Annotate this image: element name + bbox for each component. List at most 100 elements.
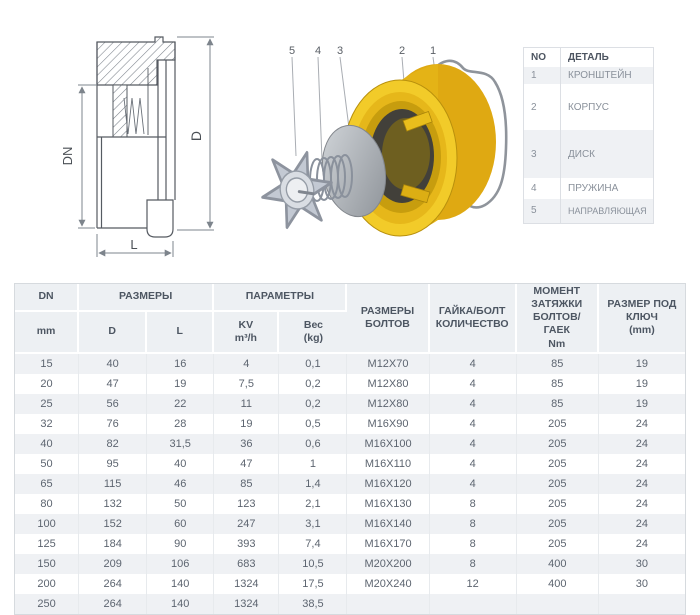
table-cell: 1324	[214, 593, 280, 614]
table-cell: ПРУЖИНА	[568, 183, 619, 194]
table-cell: 400	[517, 573, 599, 594]
table-cell: 65	[15, 473, 80, 494]
table-cell: 205	[517, 433, 599, 454]
table-row: 150 209 106 683 10,5 M20X200 8 400 30	[15, 553, 685, 574]
table-cell: 0,6	[279, 433, 348, 454]
table-row: 80 132 50 123 2,1 M16X130 8 205 24	[15, 493, 685, 514]
table-cell: 12	[430, 573, 517, 594]
table-cell: 205	[517, 533, 599, 554]
table-cell: 205	[517, 413, 599, 434]
parts-table: NO ДЕТАЛЬ 1 КРОНШТЕЙН 2 КОРПУС 3 ДИСК 4 ПРУЖИНА…	[523, 47, 654, 224]
table-cell: M16X100	[347, 433, 430, 454]
table-cell: 205	[517, 473, 599, 494]
spec-header-row-sub: mm D L KV m³/h Вес (kg)	[15, 312, 685, 354]
table-cell: 85	[214, 473, 280, 494]
table-cell	[430, 593, 517, 614]
table-cell: 0,5	[279, 413, 348, 434]
table-cell: M12X80	[347, 373, 430, 394]
table-cell: 50	[147, 493, 215, 514]
table-cell: 19	[147, 373, 215, 394]
table-cell: 95	[79, 453, 148, 474]
table-cell: M20X200	[347, 553, 430, 574]
table-row: 4 ПРУЖИНА	[523, 178, 654, 199]
table-row: 32 76 28 19 0,5 M16X90 4 205 24	[15, 413, 685, 434]
table-row: 40 82 31,5 36 0,6 M16X100 4 205 24	[15, 433, 685, 454]
table-cell: 47	[214, 453, 280, 474]
callout-2: 2	[399, 45, 405, 57]
header-sizes: РАЗМЕРЫ	[79, 284, 215, 313]
table-cell: 15	[15, 353, 80, 374]
table-cell: M16X90	[347, 413, 430, 434]
table-cell: 4	[430, 393, 517, 414]
table-cell: 106	[147, 553, 215, 574]
callout-leader-lines	[291, 56, 436, 161]
table-cell: 24	[635, 457, 649, 470]
table-cell: 76	[79, 413, 148, 434]
table-cell: 7,4	[279, 533, 348, 554]
table-cell: 4	[430, 353, 517, 374]
header-kv: KV m³/h	[214, 312, 280, 354]
table-cell: 209	[79, 553, 148, 574]
table-cell: 19	[635, 397, 649, 410]
dim-label-l: L	[130, 237, 137, 252]
table-cell: M16X130	[347, 493, 430, 514]
callout-1: 1	[430, 45, 436, 57]
table-cell: 10,5	[279, 553, 348, 574]
table-cell: 140	[147, 573, 215, 594]
table-cell: M20X240	[347, 573, 430, 594]
table-cell: 24	[635, 437, 649, 450]
table-row: 250 264 140 1324 38,5	[15, 593, 685, 614]
valve-body-outline	[96, 42, 176, 238]
table-cell: 100	[15, 513, 80, 534]
table-cell: 25	[15, 393, 80, 414]
table-cell: 30	[635, 557, 649, 570]
table-cell: 2,1	[279, 493, 348, 514]
callout-4: 4	[315, 45, 321, 57]
table-cell: 150	[15, 553, 80, 574]
table-cell: 85	[517, 373, 599, 394]
header-dn: DN	[15, 284, 80, 313]
table-cell: 3	[523, 130, 561, 178]
table-cell: 115	[79, 473, 148, 494]
table-cell: 0,2	[279, 373, 348, 394]
table-cell: 32	[15, 413, 80, 434]
table-cell: 264	[79, 573, 148, 594]
table-cell: 132	[79, 493, 148, 514]
table-cell: 123	[214, 493, 280, 514]
table-cell: M12X70	[347, 353, 430, 374]
table-cell: 47	[79, 373, 148, 394]
header-bolt-sizes: РАЗМЕРЫ БОЛТОВ	[347, 284, 430, 354]
table-cell: 1	[279, 453, 348, 474]
table-cell: 19	[635, 357, 649, 370]
table-row: 200 264 140 1324 17,5 M20X240 12 400 30	[15, 573, 685, 594]
table-cell: 4	[430, 373, 517, 394]
table-cell: 85	[517, 353, 599, 374]
table-cell: 60	[147, 513, 215, 534]
dim-dn	[78, 84, 97, 229]
table-cell	[517, 593, 599, 614]
table-cell: 1	[523, 67, 561, 84]
guide-part	[261, 151, 333, 229]
callout-5: 5	[289, 45, 295, 57]
table-row: 50 95 40 47 1 M16X110 4 205 24	[15, 453, 685, 474]
spec-header-row-groups: DN РАЗМЕРЫ ПАРАМЕТРЫ РАЗМЕРЫ БОЛТОВ ГАЙК…	[15, 284, 685, 354]
table-cell: 85	[517, 393, 599, 414]
table-cell: КОРПУС	[568, 101, 609, 113]
header-wrench-size: РАЗМЕР ПОД КЛЮЧ (mm)	[598, 284, 685, 354]
valve-seat-section	[112, 84, 128, 138]
table-cell: 152	[79, 513, 148, 534]
table-cell: 56	[79, 393, 148, 414]
table-row: 65 115 46 85 1,4 M16X120 4 205 24	[15, 473, 685, 494]
dim-l	[96, 234, 174, 257]
table-cell: 22	[147, 393, 215, 414]
table-cell: M16X120	[347, 473, 430, 494]
callout-3: 3	[337, 45, 343, 57]
table-cell: НАПРАВЛЯЮЩАЯ	[568, 205, 647, 216]
dim-label-d: D	[188, 131, 204, 141]
table-cell	[347, 593, 430, 614]
table-cell: 4	[214, 353, 280, 374]
table-cell: 1324	[214, 573, 280, 594]
table-cell: 40	[79, 353, 148, 374]
table-cell: M16X170	[347, 533, 430, 554]
